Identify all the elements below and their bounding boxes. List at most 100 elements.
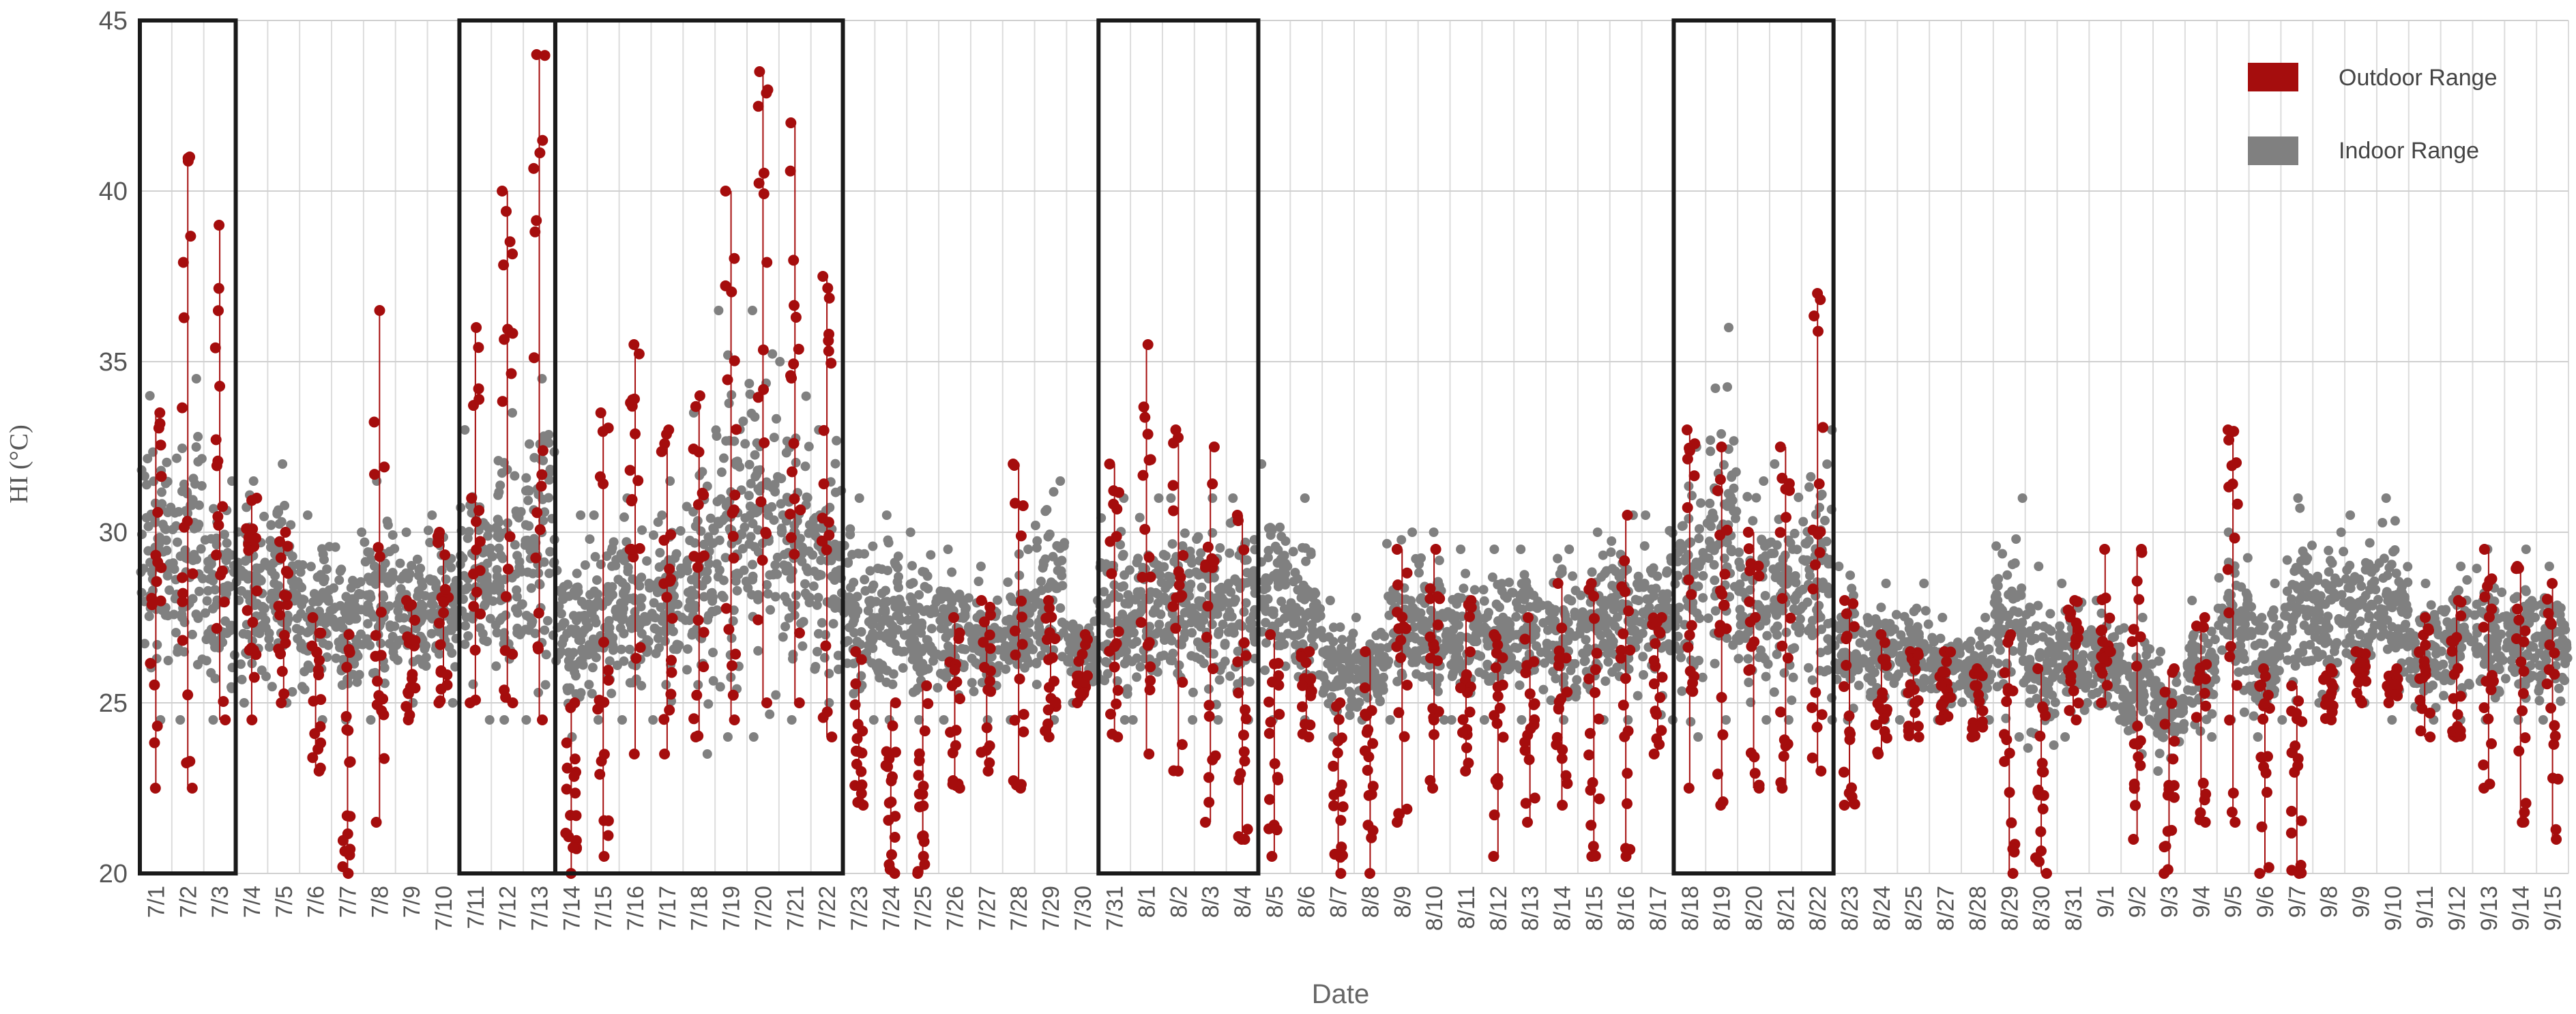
indoor-point bbox=[1328, 622, 1338, 633]
indoor-point bbox=[1991, 541, 2002, 551]
indoor-point bbox=[1225, 548, 1235, 558]
indoor-point bbox=[628, 678, 638, 688]
indoor-point bbox=[585, 534, 595, 545]
indoor-point bbox=[2236, 611, 2246, 621]
indoor-point bbox=[845, 622, 855, 633]
indoor-point bbox=[559, 618, 568, 628]
indoor-point bbox=[1855, 638, 1865, 648]
indoor-point bbox=[190, 479, 200, 489]
indoor-point bbox=[542, 615, 553, 626]
indoor-point bbox=[2086, 625, 2096, 635]
indoor-point bbox=[1263, 553, 1273, 563]
indoor-point bbox=[697, 467, 707, 477]
indoor-point bbox=[905, 592, 916, 603]
indoor-point bbox=[673, 640, 684, 650]
indoor-point bbox=[731, 460, 742, 470]
indoor-point bbox=[2183, 685, 2193, 695]
indoor-point bbox=[1261, 618, 1271, 628]
indoor-point bbox=[1630, 615, 1641, 626]
indoor-point bbox=[1215, 543, 1225, 553]
indoor-point bbox=[2154, 749, 2165, 759]
indoor-point bbox=[2236, 640, 2245, 650]
indoor-point bbox=[529, 452, 540, 463]
indoor-point bbox=[1513, 603, 1523, 613]
indoor-point bbox=[512, 628, 523, 638]
indoor-point bbox=[2277, 715, 2287, 725]
indoor-point bbox=[776, 527, 787, 538]
indoor-point bbox=[693, 680, 703, 690]
indoor-point bbox=[2157, 731, 2167, 742]
indoor-point bbox=[222, 538, 232, 548]
indoor-point bbox=[1311, 598, 1321, 609]
indoor-point bbox=[829, 594, 839, 605]
indoor-point bbox=[1762, 631, 1772, 641]
indoor-point bbox=[2293, 493, 2303, 503]
indoor-point bbox=[703, 699, 714, 709]
indoor-point bbox=[787, 715, 797, 725]
indoor-point bbox=[706, 588, 716, 598]
indoor-point bbox=[421, 652, 431, 663]
indoor-point bbox=[1348, 628, 1358, 639]
indoor-point bbox=[143, 521, 153, 532]
indoor-point bbox=[2329, 646, 2339, 656]
indoor-point bbox=[775, 357, 785, 366]
indoor-point bbox=[615, 623, 626, 633]
indoor-point bbox=[2355, 616, 2365, 626]
indoor-point bbox=[354, 669, 364, 680]
indoor-point bbox=[1469, 585, 1480, 595]
indoor-point bbox=[196, 544, 206, 554]
indoor-point bbox=[1322, 645, 1332, 655]
indoor-point bbox=[408, 656, 418, 667]
indoor-point bbox=[448, 698, 458, 708]
indoor-point bbox=[720, 553, 731, 563]
indoor-point bbox=[1336, 663, 1347, 673]
indoor-point bbox=[971, 624, 981, 634]
indoor-point bbox=[648, 715, 658, 725]
indoor-point bbox=[2210, 666, 2219, 676]
indoor-point bbox=[2038, 632, 2048, 642]
indoor-point bbox=[1482, 629, 1491, 639]
indoor-point bbox=[1709, 545, 1719, 555]
indoor-point bbox=[675, 526, 686, 536]
indoor-point bbox=[1433, 686, 1443, 697]
indoor-point bbox=[958, 660, 969, 670]
indoor-point bbox=[395, 558, 405, 568]
indoor-point bbox=[1781, 627, 1791, 637]
indoor-point bbox=[539, 432, 548, 442]
indoor-point bbox=[1787, 695, 1797, 706]
indoor-point bbox=[1012, 659, 1023, 669]
indoor-point bbox=[655, 548, 665, 557]
indoor-point bbox=[1961, 675, 1972, 685]
indoor-point bbox=[1854, 680, 1864, 691]
indoor-point bbox=[782, 561, 793, 571]
indoor-point bbox=[2337, 590, 2347, 600]
indoor-point bbox=[2226, 631, 2236, 641]
indoor-point bbox=[2082, 697, 2092, 708]
indoor-point bbox=[1328, 682, 1338, 692]
indoor-point bbox=[412, 554, 422, 564]
indoor-point bbox=[1638, 652, 1648, 662]
indoor-point bbox=[493, 456, 503, 466]
indoor-point bbox=[1563, 594, 1573, 604]
indoor-point bbox=[1408, 603, 1418, 613]
indoor-point bbox=[2144, 670, 2154, 680]
indoor-point bbox=[587, 689, 597, 699]
indoor-point bbox=[1848, 704, 1858, 714]
indoor-point bbox=[1798, 555, 1809, 565]
indoor-point bbox=[2078, 650, 2088, 660]
indoor-point bbox=[1559, 672, 1569, 682]
indoor-point bbox=[1020, 663, 1030, 673]
indoor-point bbox=[602, 596, 613, 607]
indoor-point bbox=[1357, 669, 1367, 680]
indoor-point bbox=[2326, 595, 2337, 605]
indoor-point bbox=[2323, 611, 2333, 622]
indoor-point bbox=[947, 567, 957, 577]
indoor-point bbox=[1948, 665, 1959, 676]
indoor-point bbox=[1031, 589, 1041, 599]
indoor-point bbox=[2028, 684, 2038, 695]
indoor-point bbox=[634, 622, 644, 633]
indoor-point bbox=[2011, 590, 2021, 600]
indoor-point bbox=[1195, 654, 1205, 665]
indoor-point bbox=[2154, 656, 2163, 666]
indoor-point bbox=[492, 565, 502, 575]
